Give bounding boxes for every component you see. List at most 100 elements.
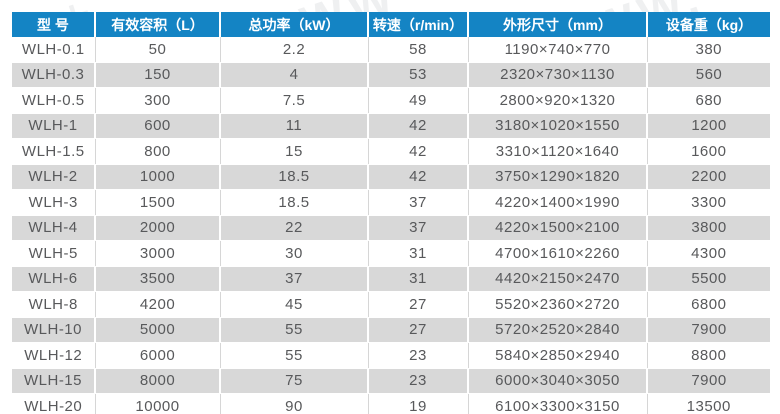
- cell-dimensions: 4700×1610×2260: [467, 240, 647, 266]
- table-row: WLH-2 1000 18.5 42 3750×1290×1820 2200: [12, 163, 770, 190]
- cell-model: WLH-15: [12, 367, 95, 394]
- cell-model: WLH-0.1: [21, 40, 85, 58]
- cell-speed: 42: [367, 163, 468, 190]
- table-row: WLH-0.1 50 2.2 58 1190×740×770 380: [12, 37, 770, 62]
- cell-power: 75: [219, 367, 368, 394]
- cell-dimensions: 3180×1020×1550: [467, 112, 647, 139]
- cell-power: 7.5: [219, 87, 368, 113]
- cell-dimensions: 4220×1400×1990: [467, 189, 647, 215]
- cell-volume: 600: [94, 112, 220, 139]
- cell-power: 18.5: [219, 189, 368, 215]
- cell-volume: 3000: [94, 240, 220, 266]
- cell-weight: 6800: [646, 291, 770, 317]
- cell-weight: 1200: [646, 112, 770, 139]
- cell-volume: 5000: [94, 316, 220, 343]
- cell-model: WLH-8: [28, 295, 78, 313]
- cell-power: 22: [219, 214, 368, 241]
- cell-weight: 3800: [646, 214, 770, 241]
- cell-weight: 380: [646, 37, 770, 62]
- cell-speed: 27: [367, 291, 468, 317]
- cell-weight: 680: [646, 87, 770, 113]
- cell-volume: 1500: [94, 189, 220, 215]
- table-row: WLH-0.5 300 7.5 49 2800×920×1320 680: [12, 87, 770, 113]
- cell-power: 2.2: [219, 37, 368, 62]
- cell-volume: 3500: [94, 265, 220, 292]
- cell-power: 4: [219, 61, 368, 88]
- cell-dimensions: 1190×740×770: [467, 37, 647, 62]
- cell-power: 11: [219, 112, 368, 139]
- cell-speed: 49: [367, 87, 468, 113]
- column-header-dimensions: 外形尺寸（mm）: [467, 12, 647, 37]
- cell-speed: 23: [367, 342, 468, 368]
- cell-dimensions: 6000×3040×3050: [467, 367, 647, 394]
- column-header-power: 总功率（kW）: [219, 12, 368, 37]
- cell-power: 55: [219, 316, 368, 343]
- cell-speed: 27: [367, 316, 468, 343]
- spec-table-body: WLH-0.1 50 2.2 58 1190×740×770 380 WLH-0.3 150 4…: [12, 37, 770, 414]
- cell-volume: 6000: [94, 342, 220, 368]
- cell-model: WLH-10: [12, 316, 95, 343]
- cell-weight: 560: [646, 61, 770, 88]
- column-header-model: 型 号: [12, 12, 95, 37]
- table-row: WLH-1.5 800 15 42 3310×1120×1640 1600: [12, 138, 770, 164]
- cell-model: WLH-5: [28, 244, 78, 262]
- table-row: WLH-12 6000 55 23 5840×2850×2940 8800: [12, 342, 770, 368]
- column-header-speed: 转速（r/min）: [367, 12, 468, 37]
- cell-power: 37: [219, 265, 368, 292]
- cell-weight: 8800: [646, 342, 770, 368]
- cell-power: 15: [219, 138, 368, 164]
- cell-speed: 23: [367, 367, 468, 394]
- cell-speed: 31: [367, 265, 468, 292]
- cell-weight: 4300: [646, 240, 770, 266]
- cell-weight: 2200: [646, 163, 770, 190]
- cell-model: WLH-1: [12, 112, 95, 139]
- cell-model: WLH-6: [12, 265, 95, 292]
- table-row: WLH-4 2000 22 37 4220×1500×2100 3800: [12, 214, 770, 241]
- cell-model: WLH-0.5: [21, 91, 85, 109]
- table-row: WLH-8 4200 45 27 5520×2360×2720 6800: [12, 291, 770, 317]
- cell-speed: 58: [367, 37, 468, 62]
- cell-model: WLH-4: [12, 214, 95, 241]
- cell-volume: 1000: [94, 163, 220, 190]
- header-row: 型 号有效容积（L） 总功率（kW） 转速（r/min） 外形尺寸（mm） 设备重（kg…: [12, 12, 770, 37]
- cell-weight: 1600: [646, 138, 770, 164]
- cell-model: WLH-1.5: [21, 142, 85, 160]
- cell-dimensions: 6100×3300×3150: [467, 393, 647, 414]
- cell-model: WLH-2: [12, 163, 95, 190]
- cell-dimensions: 4420×2150×2470: [467, 265, 647, 292]
- cell-model: WLH-20: [24, 397, 83, 414]
- cell-volume: 150: [94, 61, 220, 88]
- cell-dimensions: 4220×1500×2100: [467, 214, 647, 241]
- cell-speed: 53: [367, 61, 468, 88]
- table-row: WLH-0.3 150 4 53 2320×730×1130 560: [12, 61, 770, 88]
- cell-volume: 800: [94, 138, 220, 164]
- table-row: WLH-10 5000 55 27 5720×2520×2840 7900: [12, 316, 770, 343]
- cell-dimensions: 2800×920×1320: [467, 87, 647, 113]
- cell-dimensions: 5520×2360×2720: [467, 291, 647, 317]
- cell-weight: 3300: [646, 189, 770, 215]
- spec-table: 型 号有效容积（L） 总功率（kW） 转速（r/min） 外形尺寸（mm） 设备重（kg…: [12, 12, 770, 414]
- cell-volume: 300: [94, 87, 220, 113]
- cell-power: 30: [219, 240, 368, 266]
- cell-volume: 10000: [94, 393, 220, 414]
- cell-volume: 2000: [94, 214, 220, 241]
- cell-dimensions: 2320×730×1130: [467, 61, 647, 88]
- cell-speed: 42: [367, 112, 468, 139]
- cell-weight: 5500: [646, 265, 770, 292]
- column-header-volume: 有效容积（L）: [94, 12, 220, 37]
- cell-dimensions: 5840×2850×2940: [467, 342, 647, 368]
- cell-weight: 7900: [646, 316, 770, 343]
- column-header-weight: 设备重（kg）: [646, 12, 770, 37]
- cell-model: WLH-0.3: [12, 61, 95, 88]
- cell-speed: 31: [367, 240, 468, 266]
- cell-power: 90: [219, 393, 368, 414]
- table-row: WLH-3 1500 18.5 37 4220×1400×1990 3300: [12, 189, 770, 215]
- cell-speed: 42: [367, 138, 468, 164]
- cell-dimensions: 5720×2520×2840: [467, 316, 647, 343]
- spec-table-header: 型 号有效容积（L） 总功率（kW） 转速（r/min） 外形尺寸（mm） 设备重（kg…: [12, 12, 770, 37]
- table-row: WLH-1 600 11 42 3180×1020×1550 1200: [12, 112, 770, 139]
- table-row: WLH-20 10000 90 19 6100×3300×3150 13500: [12, 393, 770, 414]
- cell-weight: 13500: [646, 393, 770, 414]
- cell-power: 18.5: [219, 163, 368, 190]
